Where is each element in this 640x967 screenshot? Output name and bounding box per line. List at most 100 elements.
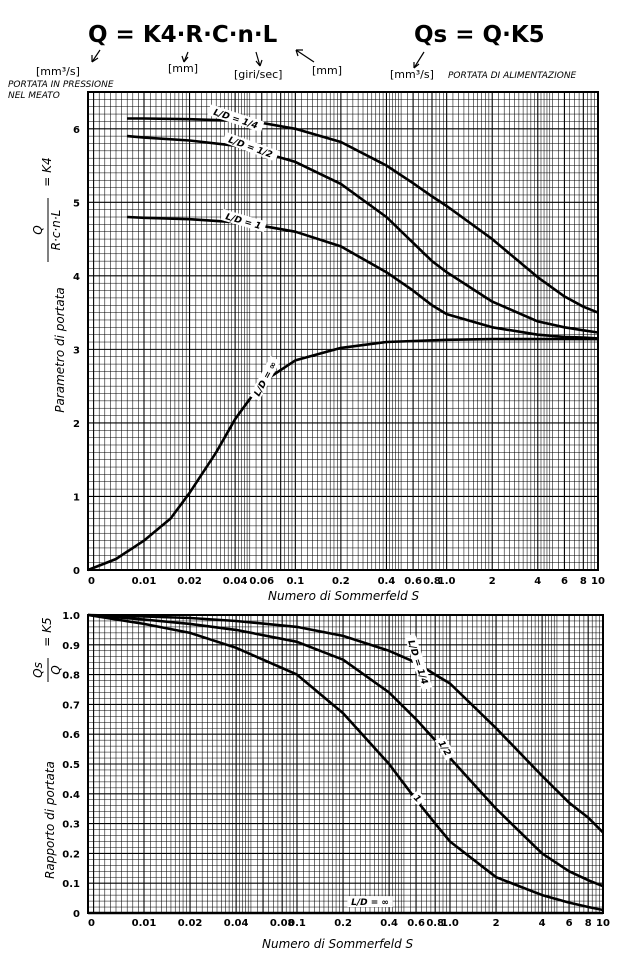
y-tick-label: 2 <box>73 419 80 430</box>
x-tick-label: 4 <box>534 576 541 587</box>
formula-arrows <box>91 49 425 69</box>
y-tick-label: 5 <box>73 198 80 209</box>
y-tick-label: 0.7 <box>62 700 80 711</box>
y-tick-label: 0.2 <box>62 849 80 860</box>
series-label-bg <box>409 790 426 807</box>
y-tick-label: 4 <box>73 272 80 283</box>
x-tick-label: 10 <box>596 918 610 929</box>
x-ticks-bottom: 0 0.01 0.02 0.04 0.080.1 0.2 0.4 0.6 0.81.0 2 4 6 8 1… <box>88 918 610 929</box>
grid-top <box>88 91 599 571</box>
x-tick-label: 0.6 <box>404 576 422 587</box>
x-axis-title-bottom: Numero di Sommerfeld S <box>262 937 414 951</box>
series-label-text: L/D = ∞ <box>351 898 389 908</box>
y-fraction-den-bottom: Q <box>49 665 63 674</box>
y-fraction-den-top: R·c·n·L <box>49 210 63 251</box>
x-tick-label: 0.04 <box>224 918 249 929</box>
x-tick-label: 1.0 <box>441 918 459 929</box>
series-label: L/D = 1 <box>220 209 267 233</box>
x-tick-label: 0 <box>88 918 95 929</box>
y-tick-label: 0 <box>73 566 80 577</box>
flow-parameter-chart: 0 0.01 0.02 0.04 0.06 0.1 0.2 0.4 0.6 0.81.0 2 4 6 8 1… <box>31 91 605 603</box>
note-q-line1: PORTATA IN PRESSIONE <box>8 80 114 90</box>
unit-l: [mm] <box>312 64 342 77</box>
y-ticks-bottom: 0 0.1 0.2 0.3 0.4 0.5 0.6 0.7 0.8 0.9 1.0 <box>62 611 80 920</box>
series-line <box>127 117 599 314</box>
series-label-bg <box>434 735 456 761</box>
y-tick-label: 0.5 <box>62 760 80 771</box>
grid-bottom <box>88 614 604 914</box>
y-fraction-num-bottom: Qs <box>31 662 45 678</box>
series-label: L/D = 1/2 <box>222 131 280 162</box>
y-ticks-top: 0 1 2 3 4 5 6 <box>73 125 80 577</box>
series-label-bg <box>220 209 267 233</box>
x-tick-label: 2 <box>493 918 500 929</box>
x-axis-title-top: Numero di Sommerfeld S <box>268 589 420 603</box>
x-tick-label: 10 <box>591 576 605 587</box>
formula-q: Q = K4·R·C·n·L <box>88 22 278 48</box>
x-tick-label: 0 <box>88 576 95 587</box>
series-label-text: 1 <box>411 793 423 805</box>
y-axis-fraction-bottom: Qs Q = K5 <box>31 617 63 682</box>
x-tick-label: 0.1 <box>288 918 306 929</box>
series-line <box>127 215 599 340</box>
x-tick-label: 8 <box>585 918 592 929</box>
unit-n: [giri/sec] <box>234 68 282 81</box>
x-tick-label: 8 <box>580 576 587 587</box>
x-tick-label: 0.02 <box>178 918 203 929</box>
y-axis-title-bottom: Rapporto di portata <box>43 761 57 879</box>
y-tick-label: 0.9 <box>62 641 80 652</box>
unit-qs: [mm³/s] <box>390 68 434 81</box>
x-tick-label: 0.2 <box>332 576 350 587</box>
y-tick-label: 0.4 <box>62 790 80 801</box>
x-tick-label: 4 <box>539 918 546 929</box>
y-tick-label: 0.3 <box>62 820 80 831</box>
series-line <box>127 134 599 334</box>
y-axis-title-bottom-text: Rapporto di portata <box>43 761 57 879</box>
x-tick-label: 0.06 <box>249 576 274 587</box>
y-tick-label: 1 <box>73 492 80 503</box>
x-tick-label: 0.4 <box>380 918 398 929</box>
y-tick-label: 6 <box>73 125 80 136</box>
x-tick-label: 0.1 <box>286 576 304 587</box>
series-line <box>87 613 604 912</box>
y-tick-label: 0.6 <box>62 730 80 741</box>
x-tick-label: 1.0 <box>438 576 456 587</box>
x-ticks-top: 0 0.01 0.02 0.04 0.06 0.1 0.2 0.4 0.6 0.81.0 2 4 6 8 1… <box>88 576 605 587</box>
y-axis-title-top-text: Parametro di portata <box>53 287 67 413</box>
x-tick-label: 0.02 <box>177 576 202 587</box>
y-tick-label: 0.8 <box>62 671 80 682</box>
y-axis-title-top: Parametro di portata <box>53 287 67 413</box>
x-tick-label: 0.6 <box>407 918 425 929</box>
series-label: 1/2 <box>434 735 456 761</box>
unit-r: [mm] <box>168 62 198 75</box>
y-tick-label: 0.1 <box>62 879 80 890</box>
x-tick-label: 6 <box>561 576 568 587</box>
series-label: 1 <box>409 790 426 807</box>
y-fraction-num-top: Q <box>31 225 45 234</box>
series-label-text: L/D = 1/4 <box>405 639 429 686</box>
formula-qs: Qs = Q·K5 <box>414 22 545 48</box>
series-label-bg <box>404 633 433 691</box>
series-label-bg <box>207 104 265 133</box>
series-label-bg <box>249 355 281 402</box>
note-q-line2: NEL MEATO <box>8 91 60 101</box>
x-tick-label: 0.01 <box>132 918 157 929</box>
x-tick-label: 0.2 <box>334 918 352 929</box>
y-axis-fraction-top: Q R·c·n·L = K4 <box>31 157 63 262</box>
series-label-bg <box>222 131 280 162</box>
y-tick-label: 3 <box>73 345 80 356</box>
series-line <box>87 337 598 572</box>
unit-q: [mm³/s] <box>36 65 80 78</box>
x-tick-label: 6 <box>566 918 573 929</box>
x-tick-label: 0.8 <box>423 576 441 587</box>
series-label-bg <box>347 896 393 908</box>
x-tick-label: 0.04 <box>223 576 248 587</box>
plot-frame-top <box>87 91 599 571</box>
series-line <box>87 613 604 888</box>
series-label: L/D = ∞ <box>347 896 393 908</box>
series-label-text: L/D = 1/2 <box>227 135 274 160</box>
flow-ratio-chart: 0 0.01 0.02 0.04 0.080.1 0.2 0.4 0.6 0.81.0 2 4 6 8 1… <box>31 611 610 951</box>
y-fraction-rhs-top: = K4 <box>40 157 54 186</box>
x-tick-label: 2 <box>489 576 496 587</box>
